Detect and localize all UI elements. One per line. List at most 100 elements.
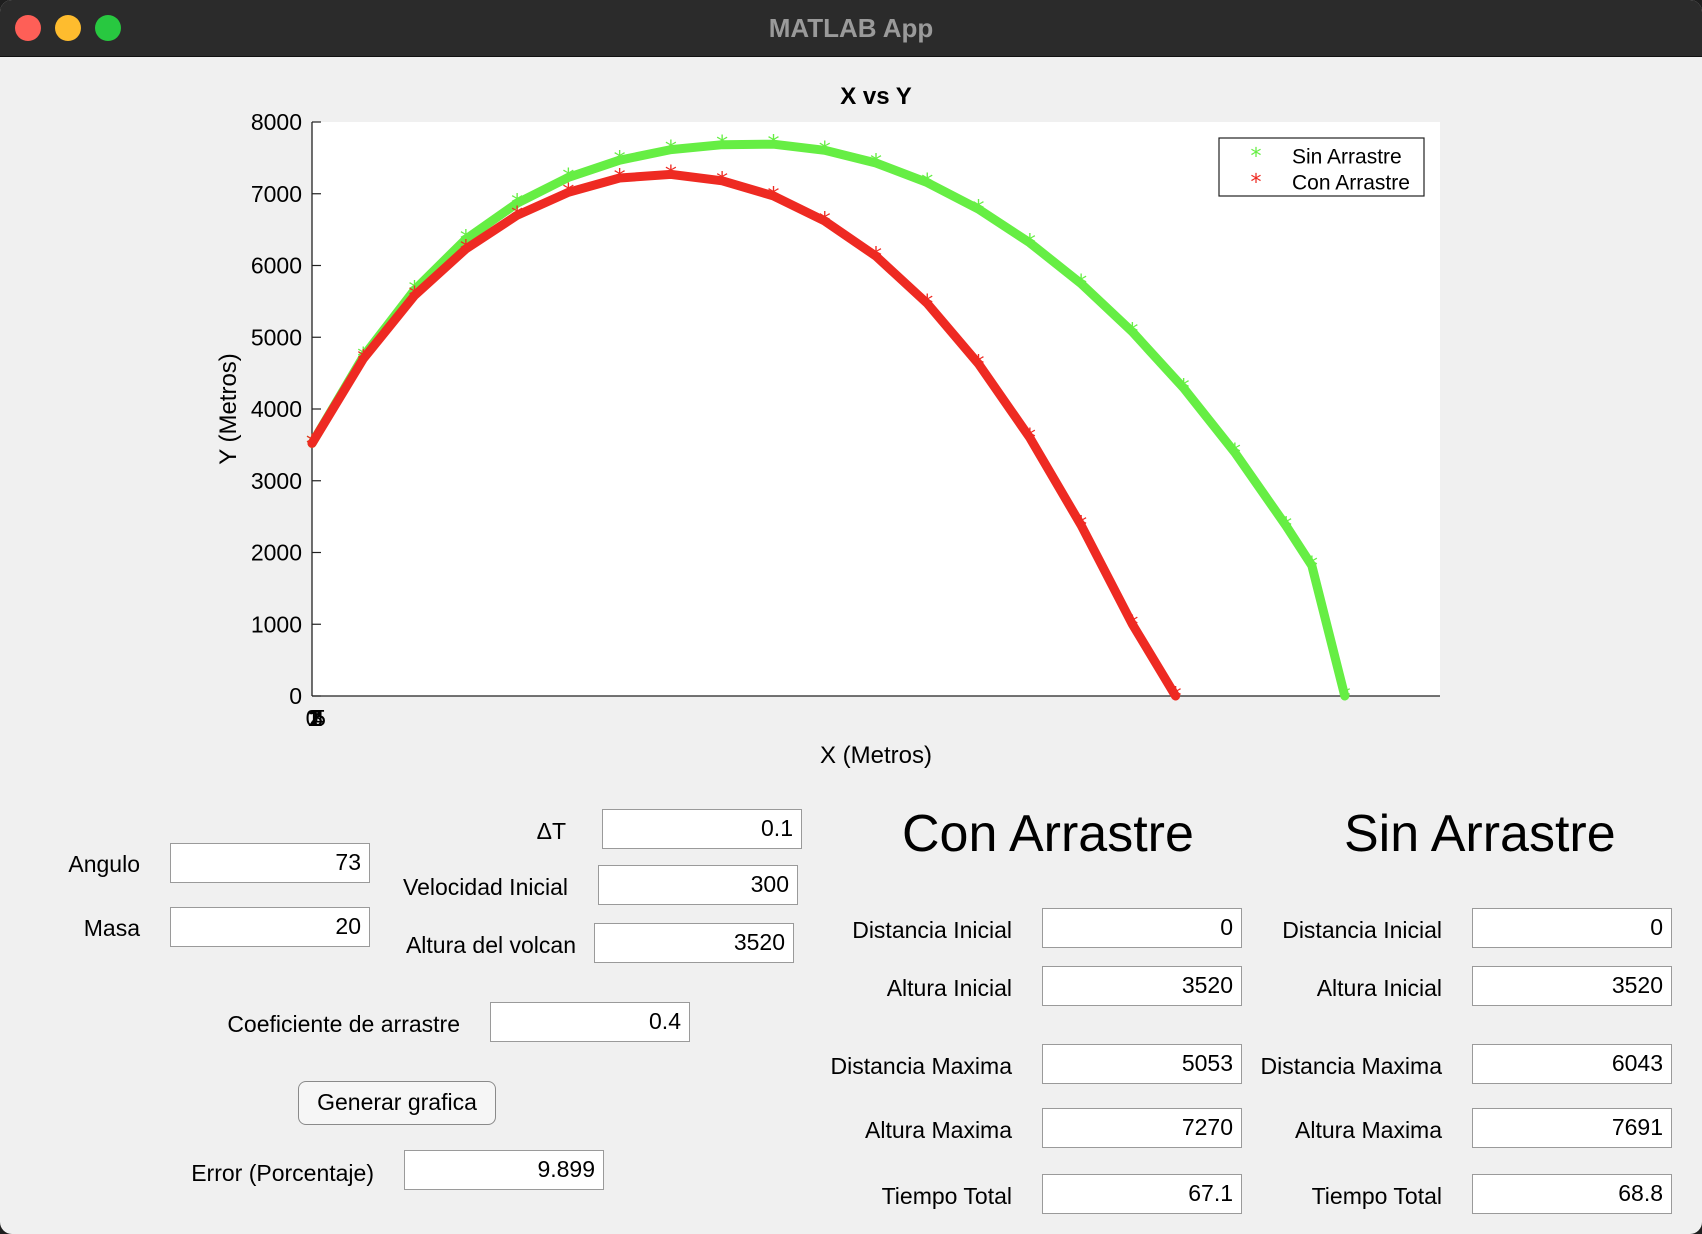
generar-grafica-button[interactable]: Generar grafica (298, 1081, 496, 1125)
data-point-marker: * (1126, 318, 1138, 346)
legend-marker-con: * (1251, 171, 1262, 196)
data-point-marker: * (921, 290, 933, 318)
con-altura-maxima-field: 7270 (1042, 1108, 1242, 1148)
legend-label-con: Con Arrastre (1292, 172, 1410, 195)
data-point-marker: * (716, 167, 728, 195)
data-point-marker: * (1280, 512, 1292, 540)
masa-input[interactable]: 20 (170, 907, 370, 947)
con-tiempo-total-field: 67.1 (1042, 1174, 1242, 1214)
series-line (307, 139, 1350, 701)
data-point-marker: * (870, 242, 882, 270)
data-point-marker: * (562, 178, 574, 206)
data-point-marker: * (819, 207, 831, 235)
sin-distancia-maxima-field: 6043 (1472, 1044, 1672, 1084)
x-tick-label: 4 (312, 705, 325, 731)
x-tick-label: 0 (306, 705, 319, 731)
y-tick-label: 0 (289, 683, 302, 709)
delta-t-label: ΔT (536, 818, 566, 844)
con-altura-inicial-field: 3520 (1042, 966, 1242, 1006)
sin-tiempo-total-field: 68.8 (1472, 1174, 1672, 1214)
error-porcentaje-field: 9.899 (404, 1150, 604, 1190)
data-point-marker: * (1126, 610, 1138, 638)
con-altura-maxima-label: Altura Maxima (865, 1117, 1012, 1143)
maximize-window-button[interactable] (95, 15, 121, 41)
x-tick-label: 3 (310, 705, 323, 731)
x-tick-label: 5 (313, 705, 326, 731)
sin-distancia-inicial-field: 0 (1472, 908, 1672, 948)
velocidad-inicial-input[interactable]: 300 (598, 865, 798, 905)
data-point-marker: * (306, 429, 318, 457)
angulo-label: Angulo (68, 851, 140, 877)
con-distancia-inicial-label: Distancia Inicial (852, 917, 1012, 943)
legend-label-sin: Sin Arrastre (1292, 146, 1402, 169)
sin-altura-inicial-label: Altura Inicial (1316, 975, 1442, 1001)
altura-volcan-label: Altura del volcan (405, 932, 576, 958)
data-point-marker: * (767, 130, 779, 158)
title-bar: MATLAB App (0, 0, 1702, 57)
data-point-marker: * (511, 201, 523, 229)
con-tiempo-total-label: Tiempo Total (881, 1183, 1012, 1209)
sin-altura-maxima-label: Altura Maxima (1295, 1117, 1442, 1143)
series-line (307, 169, 1181, 701)
y-tick-label: 8000 (251, 109, 302, 135)
con-distancia-inicial-field: 0 (1042, 908, 1242, 948)
data-point-marker: * (562, 163, 574, 191)
data-point-marker: * (767, 182, 779, 210)
sin-distancia-inicial-label: Distancia Inicial (1282, 917, 1442, 943)
chart-title: X vs Y (840, 83, 912, 110)
y-tick-label: 2000 (251, 540, 302, 566)
legend-marker-sin: * (1251, 145, 1262, 170)
data-point-marker: * (1306, 551, 1318, 579)
y-tick-label: 5000 (251, 324, 302, 350)
data-point-marker: * (357, 345, 369, 373)
con-distancia-maxima-label: Distancia Maxima (830, 1053, 1013, 1079)
coeficiente-arrastre-input[interactable]: 0.4 (490, 1002, 690, 1042)
chart-legend: * Sin Arrastre * Con Arrastre (1218, 137, 1425, 197)
data-point-marker: * (1024, 424, 1036, 452)
data-point-marker: * (1170, 682, 1182, 710)
y-tick-label: 7000 (251, 181, 302, 207)
series-sin-arrastre: ******* * * * * *********** (306, 130, 1351, 710)
con-arrastre-heading: Con Arrastre (902, 805, 1194, 863)
data-point-marker: * (1024, 229, 1036, 257)
data-point-marker: * (1178, 374, 1190, 402)
sin-altura-inicial-field: 3520 (1472, 966, 1672, 1006)
coeficiente-arrastre-label: Coeficiente de arrastre (227, 1011, 460, 1037)
data-point-marker: * (665, 160, 677, 188)
data-point-marker: * (1339, 682, 1351, 710)
close-window-button[interactable] (15, 15, 41, 41)
data-point-marker: * (614, 164, 626, 192)
error-porcentaje-label: Error (Porcentaje) (191, 1160, 374, 1186)
y-tick-label: 1000 (251, 611, 302, 637)
data-point-marker: * (973, 350, 985, 378)
y-tick-label: 6000 (251, 253, 302, 279)
x-axis-label: X (Metros) (820, 742, 932, 769)
data-point-marker: * (921, 169, 933, 197)
data-point-marker: * (716, 131, 728, 159)
altura-volcan-input[interactable]: 3520 (594, 923, 794, 963)
y-tick-label: 3000 (251, 468, 302, 494)
sin-arrastre-heading: Sin Arrastre (1344, 805, 1616, 863)
data-point-marker: * (819, 136, 831, 164)
minimize-window-button[interactable] (55, 15, 81, 41)
data-point-marker: * (460, 235, 472, 263)
con-distancia-maxima-field: 5053 (1042, 1044, 1242, 1084)
sin-distancia-maxima-label: Distancia Maxima (1260, 1053, 1443, 1079)
x-tick-label: 1 (307, 705, 320, 731)
data-point-marker: * (409, 282, 421, 310)
data-point-marker: * (614, 146, 626, 174)
data-point-marker: * (1229, 439, 1241, 467)
plot-area (312, 122, 1440, 696)
delta-t-input[interactable]: 0.1 (602, 809, 802, 849)
velocidad-inicial-label: Velocidad Inicial (403, 874, 568, 900)
angulo-input[interactable]: 73 (170, 843, 370, 883)
y-tick-label: 4000 (251, 396, 302, 422)
masa-label: Masa (83, 915, 140, 941)
data-point-marker: * (870, 149, 882, 177)
window-title: MATLAB App (768, 13, 934, 43)
y-axis-label: Y (Metros) (215, 353, 242, 465)
series-con-arrastre: ******* * ********** (306, 160, 1182, 710)
xy-trajectory-chart: X vs Y 0 1000 2000 3000 4000 5000 6000 7000 8000… (215, 83, 1440, 769)
con-altura-inicial-label: Altura Inicial (886, 975, 1012, 1001)
